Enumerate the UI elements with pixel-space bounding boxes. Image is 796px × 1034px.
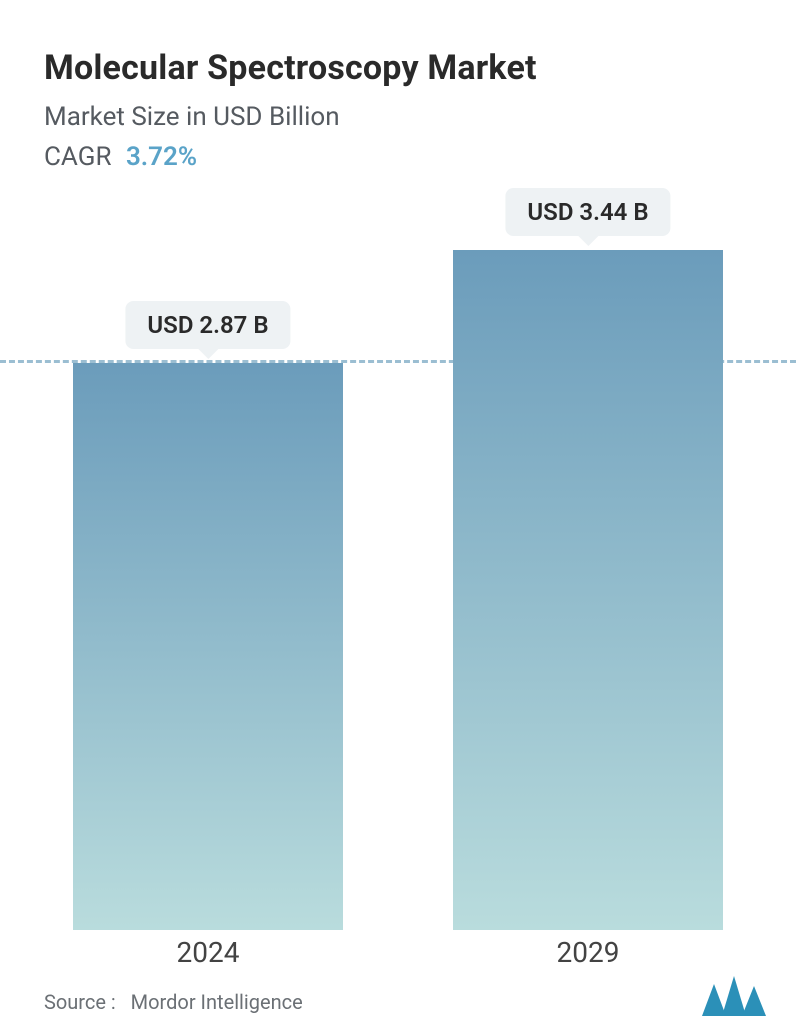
source-label: Source :: [44, 990, 116, 1014]
cagr-line: CAGR 3.72%: [44, 142, 752, 172]
chart-subtitle: Market Size in USD Billion: [44, 102, 752, 132]
bar-group-1: USD 3.44 B: [453, 250, 723, 930]
cagr-value: 3.72%: [126, 142, 197, 172]
bar-1: [453, 250, 723, 930]
source-name: Mordor Intelligence: [131, 990, 303, 1014]
x-label-0: 2024: [73, 936, 343, 969]
cagr-label: CAGR: [44, 142, 111, 172]
bar-group-0: USD 2.87 B: [73, 250, 343, 930]
x-label-1: 2029: [453, 936, 723, 969]
chart-title: Molecular Spectroscopy Market: [44, 48, 752, 88]
bars-group: USD 2.87 B USD 3.44 B: [0, 250, 796, 930]
chart-container: Molecular Spectroscopy Market Market Siz…: [0, 0, 796, 1034]
value-label-0: USD 2.87 B: [125, 301, 290, 349]
source-footer: Source : Mordor Intelligence: [44, 990, 303, 1014]
bar-0: [73, 363, 343, 930]
x-axis-labels: 2024 2029: [0, 936, 796, 969]
chart-plot-area: USD 2.87 B USD 3.44 B: [0, 250, 796, 930]
value-label-1: USD 3.44 B: [505, 188, 670, 236]
mordor-logo-icon: [702, 976, 766, 1020]
